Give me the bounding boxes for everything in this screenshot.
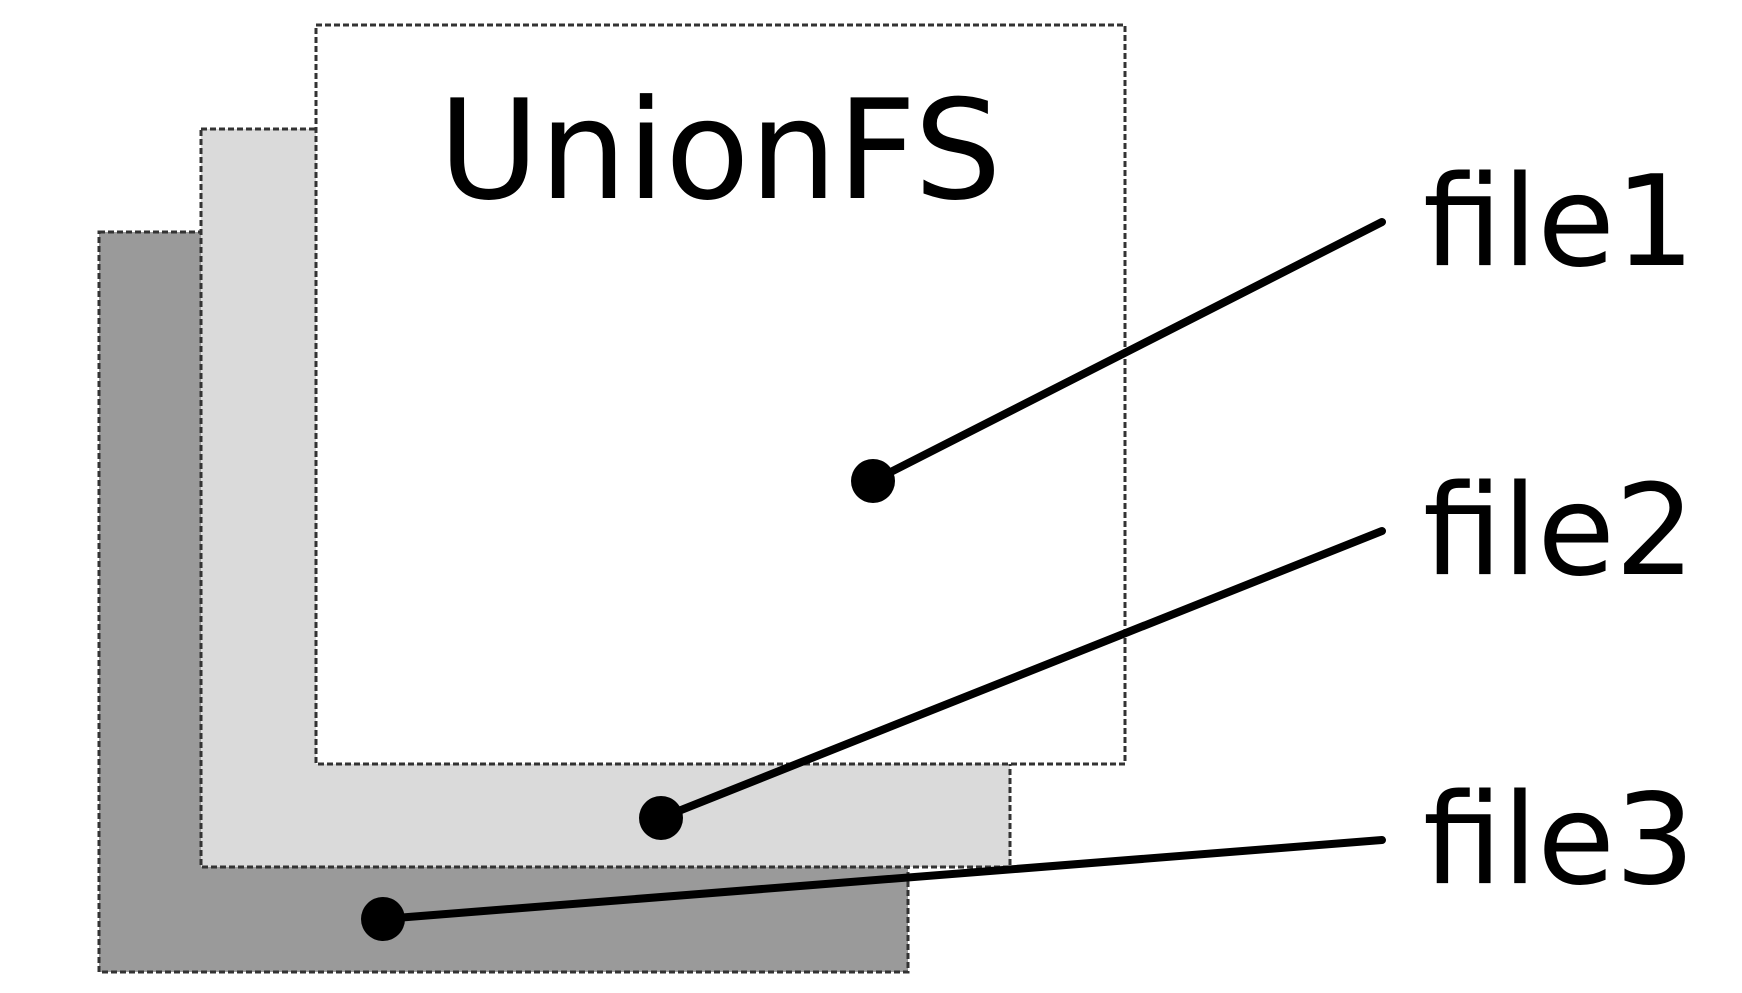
file1-label: file1 xyxy=(1423,148,1695,295)
file3-point xyxy=(361,897,405,941)
file3-connector xyxy=(379,836,1386,923)
file2-label: file2 xyxy=(1423,457,1695,604)
file1-point xyxy=(851,459,895,503)
file2-connector xyxy=(657,527,1386,822)
file2-point xyxy=(639,796,683,840)
file3-label: file3 xyxy=(1423,766,1695,913)
diagram-title: UnionFS xyxy=(438,70,1001,231)
layer-front xyxy=(314,23,1127,766)
file1-connector xyxy=(869,218,1386,485)
